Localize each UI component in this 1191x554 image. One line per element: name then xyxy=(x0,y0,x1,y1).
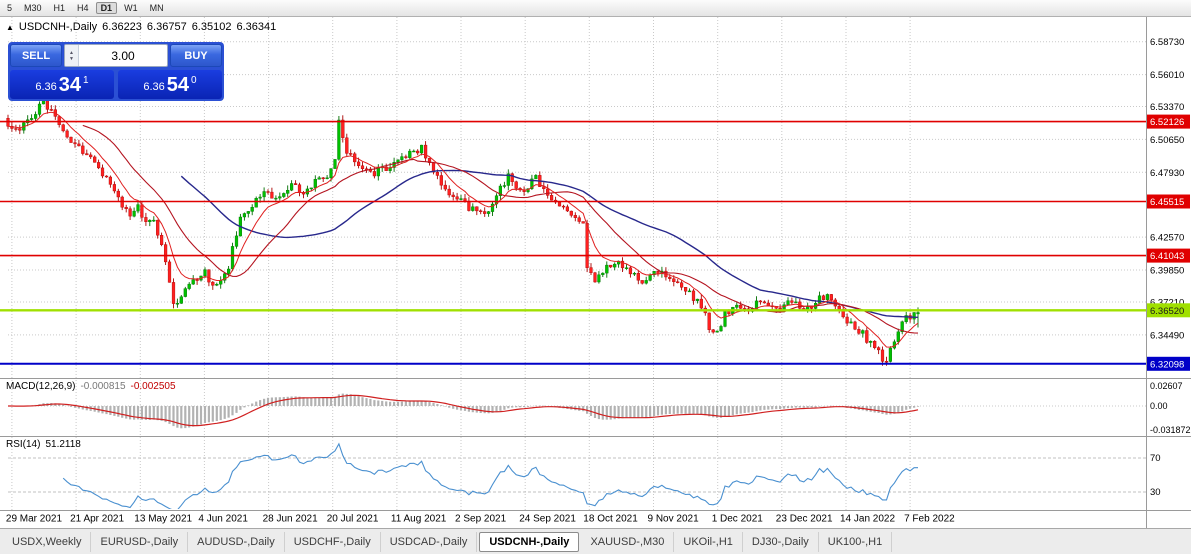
volume-input-group[interactable]: ▲ ▼ 3.00 xyxy=(64,44,168,67)
svg-text:1 Dec 2021: 1 Dec 2021 xyxy=(712,514,764,525)
trade-prices-row: 6.36 34 1 6.36 54 0 xyxy=(10,70,222,99)
timeframe-button-m30[interactable]: M30 xyxy=(24,3,42,13)
rsi-name: RSI(14) xyxy=(6,439,41,450)
svg-text:6.53370: 6.53370 xyxy=(1150,102,1184,113)
chart-background xyxy=(0,17,1191,528)
svg-text:6.50650: 6.50650 xyxy=(1150,135,1184,146)
chart-tab-usdcnh-daily[interactable]: USDCNH-,Daily xyxy=(479,531,580,552)
macd-main-value: -0.000815 xyxy=(80,381,126,392)
svg-text:7 Feb 2022: 7 Feb 2022 xyxy=(904,514,955,525)
svg-text:6.41043: 6.41043 xyxy=(1150,251,1184,262)
open-value: 6.36223 xyxy=(102,21,142,33)
svg-text:-0.031872: -0.031872 xyxy=(1150,425,1191,435)
grid-layer xyxy=(8,17,1146,510)
rsi-indicator-label: RSI(14) 51.2118 xyxy=(6,439,81,450)
chart-tab-usdx-weekly[interactable]: USDX,Weekly xyxy=(3,531,92,552)
svg-text:20 Jul 2021: 20 Jul 2021 xyxy=(327,514,379,525)
svg-text:0.00: 0.00 xyxy=(1150,401,1168,411)
svg-text:29 Mar 2021: 29 Mar 2021 xyxy=(6,514,63,525)
time-axis[interactable]: 29 Mar 2021 21 Apr 2021 13 May 2021 4 Jun 2… xyxy=(6,514,955,525)
svg-text:24 Sep 2021: 24 Sep 2021 xyxy=(519,514,576,525)
timeframe-button-d1[interactable]: D1 xyxy=(95,2,118,14)
horizontal-lines-layer[interactable] xyxy=(0,120,1146,365)
price-badge xyxy=(1147,194,1190,209)
timeframe-button-5[interactable]: 5 xyxy=(7,3,13,13)
chart-direction-icon: ▲ xyxy=(6,22,14,32)
low-value: 6.35102 xyxy=(191,21,232,33)
svg-text:6.34490: 6.34490 xyxy=(1150,330,1184,341)
svg-text:6.52126: 6.52126 xyxy=(1150,117,1184,128)
macd-panel xyxy=(8,393,920,429)
svg-text:4 Jun 2021: 4 Jun 2021 xyxy=(198,514,248,525)
svg-text:18 Oct 2021: 18 Oct 2021 xyxy=(583,514,638,525)
chart-tab-ukoil-h1[interactable]: UKOil-,H1 xyxy=(674,531,743,552)
svg-text:6.42570: 6.42570 xyxy=(1150,233,1184,244)
chart-ohlc-header: ▲ USDCNH-,Daily 6.36223 6.36757 6.35102 … xyxy=(6,21,276,33)
price-badge xyxy=(1147,248,1190,263)
timeframe-toolbar: 5 M30 H1 H4 D1 W1 MN xyxy=(0,0,1191,17)
timeframe-button-h4[interactable]: H4 xyxy=(77,3,89,13)
one-click-trade-panel: SELL ▲ ▼ 3.00 BUY 6.36 34 1 6.36 54 0 xyxy=(8,42,224,101)
volume-input[interactable]: 3.00 xyxy=(111,48,135,63)
chart-tab-xauusd-m30[interactable]: XAUUSD-,M30 xyxy=(581,531,675,552)
buy-price-display[interactable]: 6.36 54 0 xyxy=(118,70,222,99)
chart-tab-usdchf-daily[interactable]: USDCHF-,Daily xyxy=(285,531,381,552)
close-value: 6.36341 xyxy=(236,21,277,33)
macd-indicator-label: MACD(12,26,9) -0.000815 -0.002505 xyxy=(6,381,176,392)
svg-text:30: 30 xyxy=(1150,487,1161,498)
svg-text:23 Dec 2021: 23 Dec 2021 xyxy=(776,514,833,525)
chart-tab-eurusd-daily[interactable]: EURUSD-,Daily xyxy=(91,531,189,552)
price-badge xyxy=(1147,303,1190,318)
timeframe-button-w1[interactable]: W1 xyxy=(124,3,138,13)
panel-separators[interactable] xyxy=(0,17,1191,528)
spinner-down-icon[interactable]: ▼ xyxy=(69,55,74,62)
buy-button[interactable]: BUY xyxy=(170,44,222,67)
trade-controls-row: SELL ▲ ▼ 3.00 BUY xyxy=(10,44,222,67)
price-badge xyxy=(1147,114,1190,129)
rsi-line xyxy=(62,442,918,509)
svg-text:14 Jan 2022: 14 Jan 2022 xyxy=(840,514,895,525)
chart-tab-dj30-daily[interactable]: DJ30-,Daily xyxy=(743,531,819,552)
svg-text:70: 70 xyxy=(1150,453,1161,464)
svg-text:2 Sep 2021: 2 Sep 2021 xyxy=(455,514,507,525)
svg-text:6.58730: 6.58730 xyxy=(1150,37,1184,48)
svg-text:6.32098: 6.32098 xyxy=(1150,359,1184,370)
timeframe-button-mn[interactable]: MN xyxy=(149,3,164,13)
svg-text:6.39850: 6.39850 xyxy=(1150,266,1184,277)
svg-text:11 Aug 2021: 11 Aug 2021 xyxy=(391,514,447,525)
timeframe-button-h1[interactable]: H1 xyxy=(53,3,66,13)
svg-text:21 Apr 2021: 21 Apr 2021 xyxy=(70,514,124,525)
chart-tab-audusd-daily[interactable]: AUDUSD-,Daily xyxy=(188,531,285,552)
svg-text:6.47930: 6.47930 xyxy=(1150,168,1184,179)
chart-tab-usdcad-daily[interactable]: USDCAD-,Daily xyxy=(381,531,478,552)
svg-text:0.02607: 0.02607 xyxy=(1150,381,1183,391)
price-badge xyxy=(1147,356,1190,371)
macd-signal-value: -0.002505 xyxy=(130,381,176,392)
chart-tabs-bar: USDX,Weekly EURUSD-,Daily AUDUSD-,Daily USD… xyxy=(0,528,1191,554)
svg-text:9 Nov 2021: 9 Nov 2021 xyxy=(648,514,700,525)
chart-tab-uk100-h1[interactable]: UK100-,H1 xyxy=(819,531,893,552)
rsi-value: 51.2118 xyxy=(45,439,81,450)
volume-spinner[interactable]: ▲ ▼ xyxy=(65,45,79,66)
macd-name: MACD(12,26,9) xyxy=(6,381,76,392)
svg-text:6.37210: 6.37210 xyxy=(1150,298,1184,309)
svg-text:28 Jun 2021: 28 Jun 2021 xyxy=(263,514,318,525)
svg-text:6.45515: 6.45515 xyxy=(1150,197,1184,208)
moving-averages-layer xyxy=(7,111,919,348)
sell-button[interactable]: SELL xyxy=(10,44,62,67)
symbol-label: USDCNH-,Daily xyxy=(18,21,98,33)
high-value: 6.36757 xyxy=(146,21,187,33)
spinner-up-icon[interactable]: ▲ xyxy=(69,49,74,56)
svg-text:6.56010: 6.56010 xyxy=(1150,70,1184,81)
sell-price-display[interactable]: 6.36 34 1 xyxy=(10,70,114,99)
svg-text:6.36520: 6.36520 xyxy=(1150,306,1184,317)
svg-text:13 May 2021: 13 May 2021 xyxy=(134,514,192,525)
price-scale[interactable]: 6.58730 6.56010 6.53370 6.50650 6.47930 6.425… xyxy=(1147,37,1191,498)
